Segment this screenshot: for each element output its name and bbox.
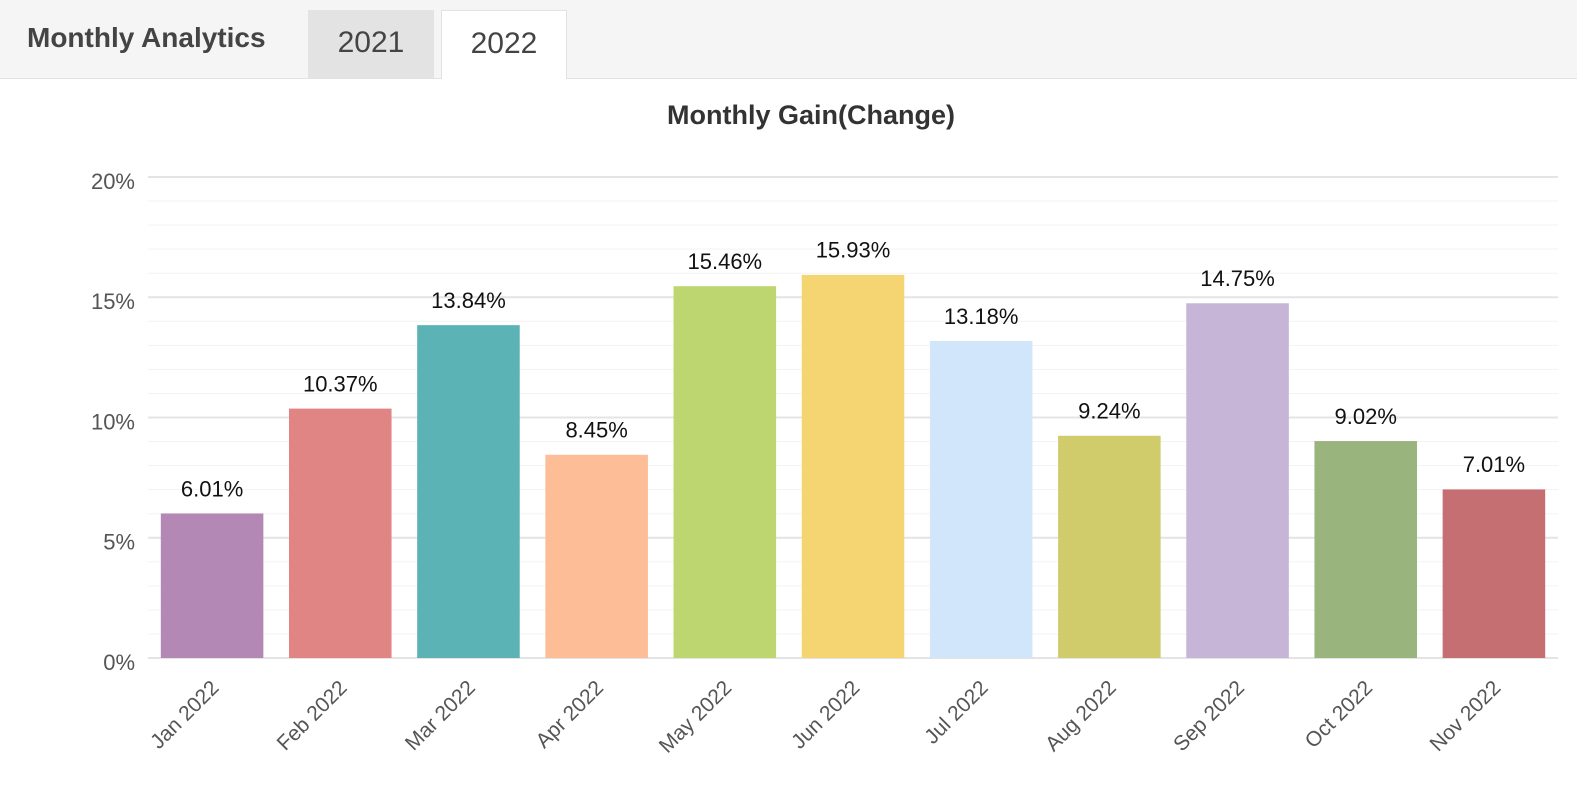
bar	[1314, 441, 1417, 658]
x-tick-label: Sep 2022	[1169, 676, 1249, 756]
x-tick-label: Aug 2022	[1041, 676, 1121, 756]
bar	[673, 286, 777, 658]
x-tick-label: Feb 2022	[273, 676, 352, 755]
header-title: Monthly Analytics	[27, 22, 266, 53]
chart: Monthly Gain(Change) 0% 5% 10% 15% 20% 6.01% J…	[91, 100, 1558, 758]
x-tick-label: May 2022	[655, 676, 736, 757]
x-tick-label: Mar 2022	[401, 676, 480, 755]
tab[interactable]: 2021	[308, 10, 434, 78]
value-label: 15.93%	[816, 238, 891, 263]
bar	[1186, 303, 1289, 658]
chart-title: Monthly Gain(Change)	[667, 100, 955, 130]
header: Monthly Analytics 2021 2022	[0, 0, 1577, 79]
value-label: 14.75%	[1200, 266, 1275, 291]
x-tick-label: Apr 2022	[532, 676, 609, 753]
y-tick-label: 10%	[91, 409, 135, 434]
bar	[801, 274, 905, 658]
bar	[417, 325, 520, 658]
value-label: 7.01%	[1463, 452, 1525, 477]
value-label: 9.24%	[1078, 399, 1140, 424]
x-tick-label: Oct 2022	[1301, 676, 1378, 753]
bar	[160, 513, 264, 658]
x-tick-label: Nov 2022	[1426, 676, 1506, 756]
bar	[1058, 435, 1161, 658]
value-label: 8.45%	[565, 418, 627, 443]
value-label: 15.46%	[688, 249, 763, 274]
y-tick-label: 15%	[91, 289, 135, 314]
bar	[1442, 489, 1546, 658]
x-tick-label: Jan 2022	[146, 676, 223, 753]
bar	[545, 454, 648, 658]
x-tick-label: Jul 2022	[920, 676, 992, 748]
bar	[289, 408, 392, 658]
y-tick-label: 0%	[103, 650, 135, 675]
x-tick-label: Jun 2022	[787, 676, 864, 753]
value-label: 10.37%	[303, 371, 378, 396]
bar	[929, 341, 1033, 658]
value-label: 13.18%	[944, 304, 1019, 329]
value-label: 13.84%	[431, 288, 506, 313]
tab-active[interactable]: 2022	[441, 10, 567, 79]
value-label: 6.01%	[181, 476, 243, 501]
y-tick-label: 5%	[103, 530, 135, 555]
y-tick-label: 20%	[91, 169, 135, 194]
value-label: 9.02%	[1335, 404, 1397, 429]
